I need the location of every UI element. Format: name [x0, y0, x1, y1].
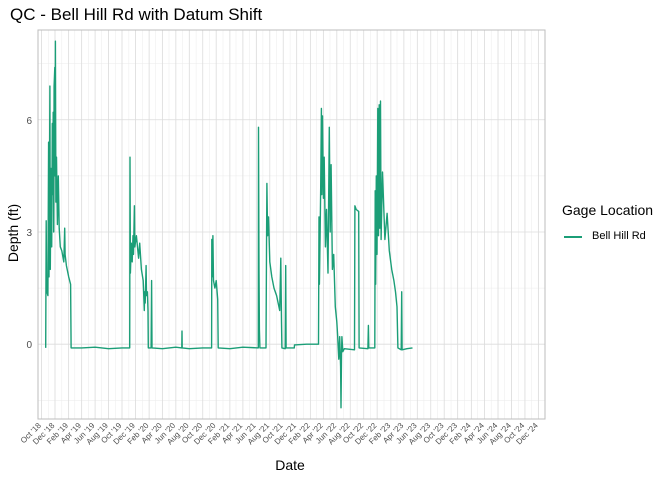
minor-gridlines	[38, 30, 545, 419]
major-gridlines	[38, 30, 545, 419]
series-layer	[45, 40, 413, 409]
legend-item-bell-hill-rd: Bell Hill Rd	[562, 230, 672, 244]
legend-title: Gage Location	[562, 202, 654, 218]
y-tick-label: 0	[26, 340, 32, 351]
legend: Gage Location Bell Hill Rd	[562, 202, 654, 242]
x-axis-label: Date	[275, 457, 305, 473]
series-line-bell-hill-rd	[45, 40, 413, 409]
chart-title: QC - Bell Hill Rd with Datum Shift	[10, 5, 263, 24]
y-tick-label: 3	[26, 228, 32, 239]
legend-label: Bell Hill Rd	[592, 230, 646, 242]
plot-panel-border	[37, 29, 546, 420]
y-tick-label: 6	[26, 116, 32, 127]
y-axis-label: Depth (ft)	[5, 204, 21, 262]
y-tick-labels: 0 3 6	[26, 116, 32, 351]
legend-line-swatch	[564, 236, 582, 238]
